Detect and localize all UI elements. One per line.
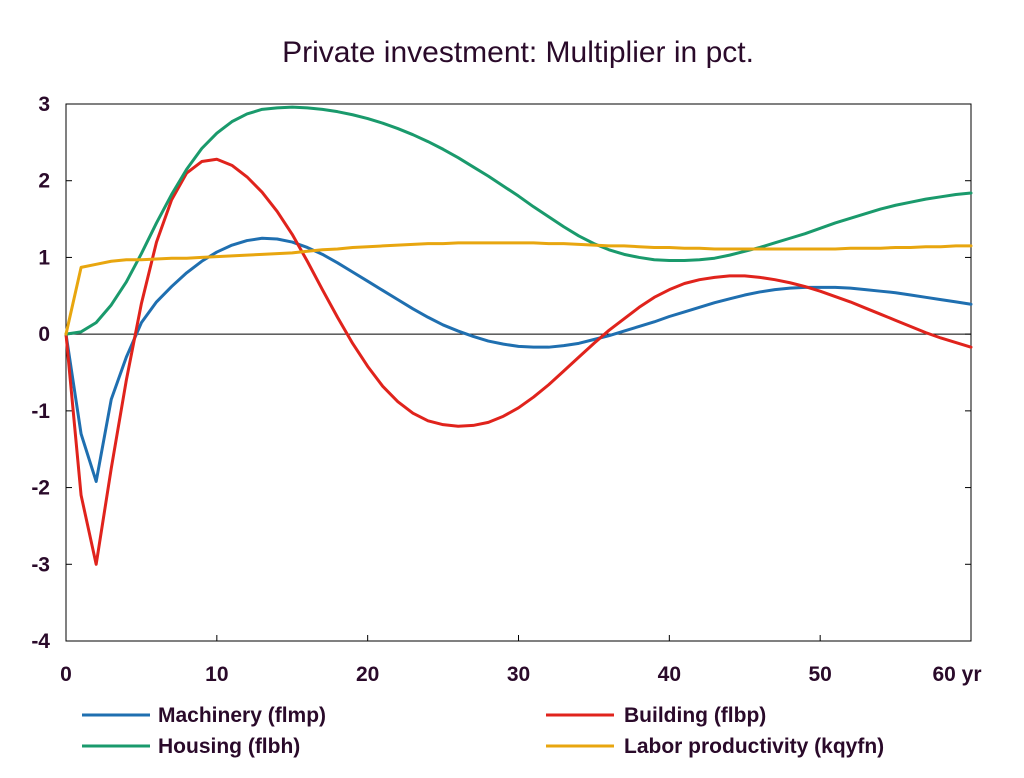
- series-line-machinery-flmp: [64, 236, 973, 483]
- legend-label: Building (flbp): [624, 704, 766, 727]
- legend-label: Labor productivity (kqyfn): [624, 735, 884, 758]
- y-tick-label: 2: [38, 170, 50, 193]
- legend-label: Housing (flbh): [158, 735, 300, 758]
- x-tick-label: 50: [808, 663, 831, 686]
- y-tick-label: 0: [38, 323, 50, 346]
- x-tick-label: 20: [356, 663, 379, 686]
- y-tick-label: 3: [38, 93, 50, 116]
- y-tick-label: -4: [31, 630, 50, 653]
- y-tick-label: -3: [31, 553, 50, 576]
- plot-frame: [65, 103, 972, 642]
- x-tick-label: 0: [60, 663, 72, 686]
- x-tick-label: 60 yr: [932, 663, 981, 686]
- series-line-building-flbp: [64, 157, 973, 566]
- y-tick-label: -1: [31, 400, 50, 423]
- legend-label: Machinery (flmp): [158, 704, 326, 727]
- chart-title: Private investment: Multiplier in pct.: [282, 36, 754, 69]
- y-tick-label: 1: [38, 246, 50, 269]
- x-tick-label: 30: [507, 663, 530, 686]
- x-tick-label: 40: [658, 663, 681, 686]
- x-tick-label: 10: [205, 663, 228, 686]
- series-line-labor-productivity-kqyfn: [64, 241, 973, 336]
- y-tick-label: -2: [31, 477, 50, 500]
- series-line-housing-flbh: [64, 105, 973, 336]
